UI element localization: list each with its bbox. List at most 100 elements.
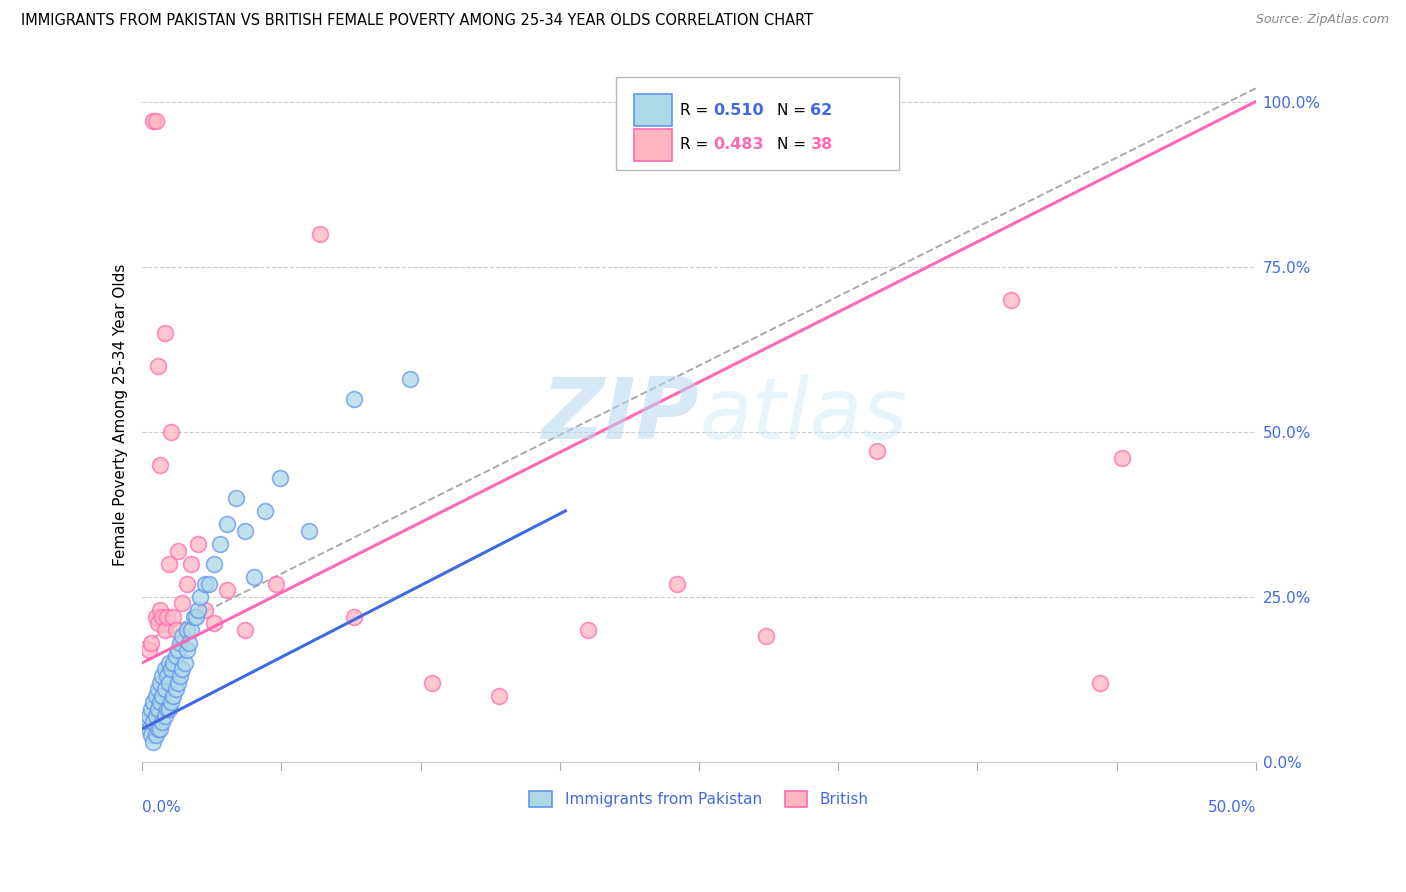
- Point: [145, 708, 167, 723]
- Point: [180, 557, 202, 571]
- Point: [173, 656, 195, 670]
- Point: [145, 728, 167, 742]
- Point: [187, 537, 209, 551]
- Point: [343, 609, 366, 624]
- Text: 50.0%: 50.0%: [1208, 800, 1256, 815]
- Text: 0.510: 0.510: [713, 103, 763, 118]
- Point: [149, 675, 172, 690]
- FancyBboxPatch shape: [634, 95, 672, 126]
- FancyBboxPatch shape: [616, 77, 900, 170]
- Point: [165, 623, 187, 637]
- Point: [149, 722, 172, 736]
- Point: [156, 669, 179, 683]
- Point: [150, 715, 173, 730]
- Point: [162, 609, 184, 624]
- Point: [202, 616, 225, 631]
- Point: [180, 623, 202, 637]
- Point: [138, 642, 160, 657]
- Point: [309, 227, 332, 241]
- Point: [153, 623, 176, 637]
- Point: [755, 629, 778, 643]
- Point: [153, 326, 176, 340]
- Point: [188, 590, 211, 604]
- Point: [215, 583, 238, 598]
- Point: [157, 656, 180, 670]
- Point: [172, 629, 194, 643]
- Point: [142, 715, 165, 730]
- Point: [209, 537, 232, 551]
- Point: [488, 689, 510, 703]
- Point: [264, 576, 287, 591]
- Point: [145, 689, 167, 703]
- Point: [665, 576, 688, 591]
- Point: [165, 649, 187, 664]
- Point: [233, 623, 256, 637]
- Text: R =: R =: [681, 137, 713, 153]
- Point: [202, 557, 225, 571]
- Point: [138, 708, 160, 723]
- Point: [146, 702, 169, 716]
- Point: [141, 702, 163, 716]
- Text: N =: N =: [778, 103, 811, 118]
- Point: [160, 425, 183, 439]
- Point: [157, 675, 180, 690]
- Point: [145, 609, 167, 624]
- Point: [183, 609, 205, 624]
- Point: [176, 623, 198, 637]
- Point: [162, 656, 184, 670]
- Point: [420, 675, 443, 690]
- Point: [142, 695, 165, 709]
- Point: [149, 458, 172, 472]
- Point: [253, 504, 276, 518]
- Point: [187, 603, 209, 617]
- Point: [298, 524, 321, 538]
- Point: [169, 636, 191, 650]
- Point: [156, 702, 179, 716]
- Point: [176, 642, 198, 657]
- Text: 0.483: 0.483: [713, 137, 763, 153]
- Point: [150, 609, 173, 624]
- Point: [242, 570, 264, 584]
- Point: [225, 491, 247, 505]
- Point: [269, 471, 291, 485]
- Point: [184, 609, 207, 624]
- Text: R =: R =: [681, 103, 713, 118]
- Point: [167, 675, 190, 690]
- Point: [149, 603, 172, 617]
- Point: [1088, 675, 1111, 690]
- Point: [146, 722, 169, 736]
- Point: [576, 623, 599, 637]
- Point: [233, 524, 256, 538]
- Point: [153, 662, 176, 676]
- Legend: Immigrants from Pakistan, British: Immigrants from Pakistan, British: [523, 785, 875, 814]
- Point: [194, 603, 217, 617]
- Point: [172, 662, 194, 676]
- Point: [160, 695, 183, 709]
- Point: [145, 114, 167, 128]
- Point: [343, 392, 366, 406]
- Point: [141, 636, 163, 650]
- Point: [156, 609, 179, 624]
- Point: [1000, 293, 1022, 307]
- Point: [162, 689, 184, 703]
- Point: [146, 682, 169, 697]
- Point: [215, 517, 238, 532]
- Point: [153, 682, 176, 697]
- Point: [160, 662, 183, 676]
- Y-axis label: Female Poverty Among 25-34 Year Olds: Female Poverty Among 25-34 Year Olds: [114, 264, 128, 566]
- Point: [172, 596, 194, 610]
- Point: [142, 735, 165, 749]
- Point: [149, 695, 172, 709]
- Point: [153, 708, 176, 723]
- Point: [167, 543, 190, 558]
- Point: [150, 689, 173, 703]
- Text: N =: N =: [778, 137, 811, 153]
- Point: [150, 669, 173, 683]
- Point: [141, 728, 163, 742]
- Point: [138, 722, 160, 736]
- Text: atlas: atlas: [699, 374, 907, 457]
- Point: [1111, 451, 1133, 466]
- FancyBboxPatch shape: [634, 128, 672, 161]
- Text: ZIP: ZIP: [541, 374, 699, 457]
- Text: Source: ZipAtlas.com: Source: ZipAtlas.com: [1256, 13, 1389, 27]
